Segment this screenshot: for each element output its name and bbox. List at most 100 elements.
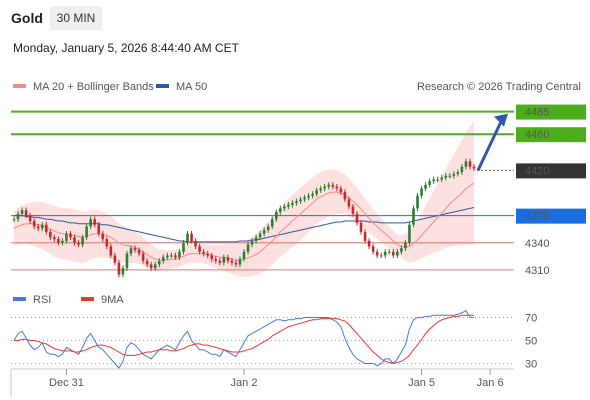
candle bbox=[113, 252, 117, 266]
candle-body bbox=[81, 237, 84, 245]
legend-label-0: MA 20 + Bollinger Bands bbox=[33, 81, 154, 93]
candle-body bbox=[238, 259, 242, 265]
candle bbox=[448, 173, 452, 179]
candle bbox=[347, 196, 351, 210]
candle bbox=[218, 258, 222, 266]
x-tick-label: Jan 2 bbox=[231, 377, 258, 389]
candle-body bbox=[44, 224, 48, 232]
candle bbox=[24, 207, 28, 219]
candle-body bbox=[65, 233, 68, 241]
candle bbox=[222, 254, 226, 266]
timeframe-button[interactable]: 30 MIN bbox=[50, 6, 102, 30]
candle-body bbox=[113, 255, 117, 263]
candle-body bbox=[36, 226, 40, 229]
candle-body bbox=[379, 255, 383, 257]
candle-body bbox=[40, 224, 44, 229]
candle bbox=[214, 256, 218, 264]
candle bbox=[170, 252, 173, 259]
candle bbox=[472, 164, 476, 172]
candle bbox=[303, 194, 306, 203]
candle-body bbox=[432, 179, 435, 182]
level-label-4310: 4310 bbox=[525, 265, 549, 277]
candle bbox=[404, 240, 407, 251]
candle-body bbox=[250, 240, 254, 245]
level-tag-4460 bbox=[516, 127, 586, 143]
candle-body bbox=[222, 257, 226, 263]
candle bbox=[125, 250, 129, 271]
candle bbox=[339, 185, 343, 195]
candle-body bbox=[141, 253, 145, 261]
candle bbox=[81, 234, 84, 248]
candle bbox=[61, 238, 64, 246]
candle bbox=[270, 216, 274, 230]
candle-body bbox=[93, 219, 97, 225]
rsi-tick-50: 50 bbox=[525, 336, 537, 348]
candle-body bbox=[396, 251, 399, 256]
candle-body bbox=[246, 244, 250, 252]
candle bbox=[363, 229, 367, 244]
candle-body bbox=[323, 186, 327, 189]
candle-body bbox=[299, 199, 302, 202]
candle-body bbox=[283, 206, 286, 209]
candle-body bbox=[347, 199, 351, 207]
candle bbox=[166, 252, 169, 260]
candle bbox=[182, 240, 185, 255]
candle-body bbox=[194, 240, 197, 247]
candle bbox=[49, 229, 52, 241]
candle bbox=[452, 171, 456, 179]
candle bbox=[396, 249, 399, 259]
candle-body bbox=[448, 175, 452, 177]
candle-body bbox=[53, 237, 56, 240]
rsi-legend-swatch-1 bbox=[81, 297, 94, 301]
candle-body bbox=[391, 251, 395, 256]
candle bbox=[436, 176, 439, 183]
candle bbox=[234, 259, 238, 268]
candle-body bbox=[287, 204, 290, 207]
candle-body bbox=[428, 181, 431, 185]
candle bbox=[210, 252, 214, 262]
candle bbox=[331, 182, 335, 190]
candle bbox=[428, 178, 431, 188]
candle bbox=[335, 183, 339, 192]
candle bbox=[194, 238, 197, 250]
candle bbox=[295, 198, 298, 206]
candle-body bbox=[400, 248, 403, 252]
x-tick-label: Dec 31 bbox=[49, 377, 84, 389]
candle bbox=[307, 193, 310, 201]
candle-body bbox=[242, 251, 246, 260]
candle-body bbox=[270, 219, 274, 227]
level-label-4340: 4340 bbox=[525, 238, 549, 250]
candle bbox=[250, 238, 254, 248]
candle bbox=[323, 183, 327, 192]
x-tick-label: Jan 6 bbox=[477, 377, 504, 389]
candle bbox=[20, 207, 24, 217]
candle bbox=[186, 231, 189, 246]
candle bbox=[174, 252, 177, 260]
candle-body bbox=[468, 161, 472, 167]
rsi-tick-30: 30 bbox=[525, 359, 537, 371]
candle bbox=[157, 258, 161, 268]
candle bbox=[416, 193, 419, 212]
candle bbox=[226, 254, 230, 264]
candle bbox=[93, 216, 97, 228]
candle-body bbox=[32, 221, 36, 227]
rsi-tick-70: 70 bbox=[525, 313, 537, 325]
candle bbox=[242, 249, 246, 262]
candle-body bbox=[77, 242, 80, 245]
candle-body bbox=[69, 233, 72, 238]
candle bbox=[420, 185, 423, 199]
candle bbox=[383, 249, 387, 259]
candle-body bbox=[440, 177, 444, 180]
research-credit: Research © 2026 Trading Central bbox=[417, 81, 581, 93]
candle-body bbox=[291, 202, 294, 205]
candle bbox=[190, 231, 193, 244]
candle-body bbox=[129, 248, 133, 254]
level-tag-4420 bbox=[516, 163, 586, 179]
candle-body bbox=[109, 246, 113, 256]
level-tag-4370 bbox=[516, 208, 586, 224]
legend-swatch-0 bbox=[13, 84, 26, 88]
candle bbox=[311, 191, 314, 199]
candle-body bbox=[12, 219, 16, 221]
candle bbox=[105, 236, 109, 250]
candle-body bbox=[85, 226, 88, 238]
